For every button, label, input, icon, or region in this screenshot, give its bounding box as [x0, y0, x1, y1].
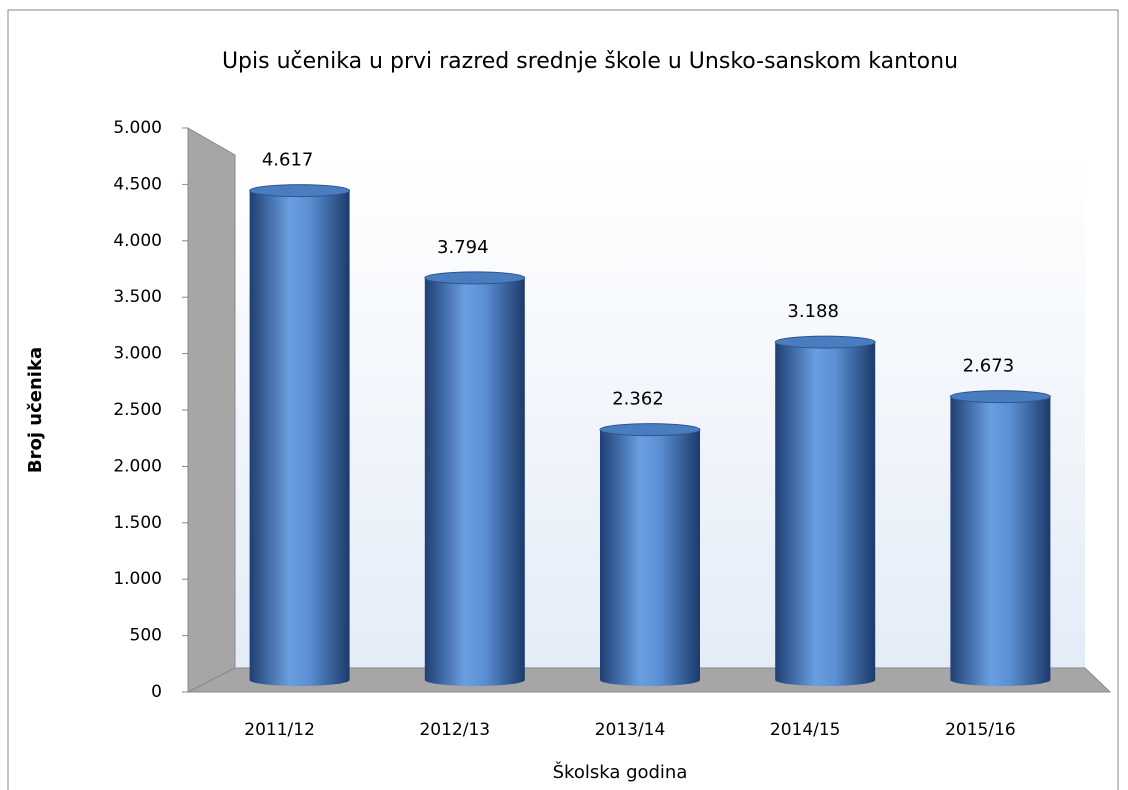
value-label: 2.362	[612, 389, 664, 410]
value-label: 4.617	[262, 150, 314, 171]
y-tick-label: 3.000	[113, 344, 162, 364]
y-tick-label: 2.500	[113, 400, 162, 420]
x-tick-label: 2013/14	[595, 720, 666, 740]
chart-title: Upis učenika u prvi razred srednje škole…	[222, 49, 958, 74]
bar	[424, 277, 525, 686]
y-tick-label: 2.000	[113, 456, 162, 476]
bar	[600, 429, 700, 686]
bar	[950, 396, 1051, 686]
x-tick-label: 2014/15	[770, 720, 841, 740]
y-tick-label: 0	[151, 682, 162, 702]
value-label: 3.188	[787, 301, 839, 322]
value-label: 3.794	[437, 237, 489, 258]
bar-top	[599, 423, 701, 437]
bar-top	[424, 271, 526, 285]
bar	[775, 342, 876, 686]
y-tick-label: 500	[130, 626, 162, 646]
x-tick-label: 2015/16	[945, 720, 1016, 740]
bar-top	[249, 184, 351, 198]
y-axis-label: Broj učenika	[25, 347, 46, 473]
y-tick-label: 5.000	[113, 118, 162, 138]
y-tick-label: 4.000	[113, 231, 162, 251]
bar	[249, 190, 350, 686]
x-tick-label: 2011/12	[244, 720, 315, 740]
bar-top	[949, 390, 1051, 404]
value-label: 2.673	[963, 356, 1015, 377]
y-tick-label: 4.500	[113, 174, 162, 194]
y-tick-label: 3.500	[113, 287, 162, 307]
x-axis-label: Školska godina	[553, 761, 688, 783]
bar-top	[774, 335, 876, 349]
side-wall	[187, 127, 236, 693]
x-tick-label: 2012/13	[419, 720, 490, 740]
y-tick-label: 1.500	[113, 513, 162, 533]
y-tick-label: 1.000	[113, 569, 162, 589]
